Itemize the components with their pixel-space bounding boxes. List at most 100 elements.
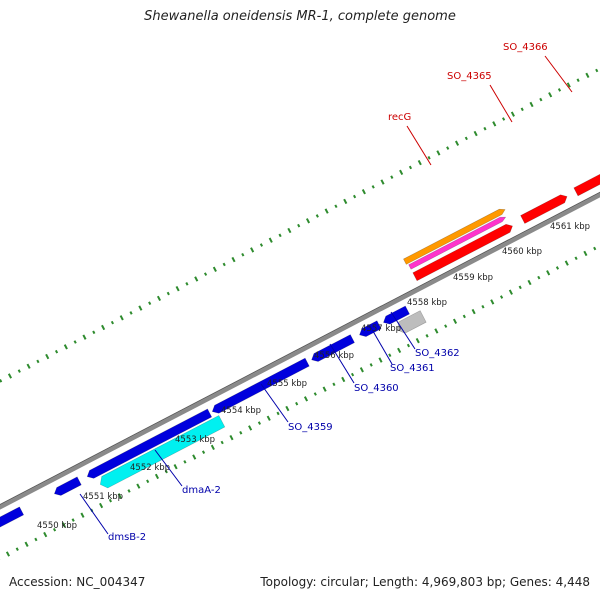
reverse-tick-mark <box>388 353 392 358</box>
gene-arrow-reverse <box>0 506 25 528</box>
forward-tick-mark <box>557 88 562 92</box>
gene-label-leader-line <box>406 125 432 166</box>
scale-label-kbp: 4559 kbp <box>453 273 493 283</box>
reverse-tick-mark <box>546 270 551 276</box>
gene-arrow-reverse <box>383 305 410 325</box>
forward-tick-mark <box>566 82 571 88</box>
reverse-tick-mark <box>378 357 383 363</box>
forward-tick-mark <box>166 291 170 296</box>
reverse-tick-mark <box>406 343 411 348</box>
forward-tick-mark <box>446 146 450 150</box>
scale-label-kbp: 4551 kbp <box>83 492 123 502</box>
reverse-tick-mark <box>15 547 19 551</box>
forward-tick-mark <box>119 315 124 321</box>
reverse-tick-mark <box>313 392 317 396</box>
reverse-tick-mark <box>490 299 495 305</box>
reverse-tick-mark <box>332 382 336 387</box>
forward-tick-mark <box>492 121 497 127</box>
reverse-tick-mark <box>471 308 476 315</box>
forward-tick-mark <box>82 334 87 340</box>
forward-tick-mark <box>595 68 599 73</box>
forward-tick-mark <box>502 117 506 121</box>
reverse-tick-mark <box>527 279 532 286</box>
gene-label: SO_4359 <box>288 422 333 433</box>
reverse-tick-mark <box>220 440 224 445</box>
forward-tick-mark <box>297 223 301 228</box>
reverse-tick-mark <box>397 347 402 354</box>
forward-tick-mark <box>222 262 226 267</box>
reverse-tick-mark <box>136 483 141 489</box>
forward-tick-mark <box>510 111 515 117</box>
forward-tick-mark <box>576 78 580 82</box>
forward-tick-mark <box>380 179 385 185</box>
reverse-tick-mark <box>462 314 466 319</box>
forward-tick-mark <box>203 272 208 276</box>
forward-tick-mark <box>464 136 468 141</box>
forward-tick-mark <box>548 92 553 98</box>
gene-arrow-reverse-gray <box>397 310 427 334</box>
scale-label-kbp: 4554 kbp <box>221 406 261 416</box>
forward-tick-mark <box>231 256 236 263</box>
forward-tick-mark <box>175 286 180 292</box>
reverse-tick-mark <box>239 430 243 435</box>
reverse-tick-mark <box>481 304 485 309</box>
forward-tick-mark <box>436 150 441 156</box>
forward-tick-mark <box>334 204 338 209</box>
reverse-tick-mark <box>295 401 299 406</box>
reverse-tick-mark <box>229 434 234 441</box>
reverse-tick-mark <box>452 318 458 324</box>
reverse-tick-mark <box>434 328 439 334</box>
forward-tick-mark <box>408 165 413 170</box>
forward-tick-mark <box>129 311 133 315</box>
gene-label-leader-line <box>260 383 289 423</box>
scale-label-kbp: 4555 kbp <box>267 379 307 389</box>
gene-label: SO_4360 <box>354 383 399 394</box>
forward-tick-mark <box>194 276 199 282</box>
forward-tick-mark <box>417 159 422 166</box>
reverse-tick-mark <box>574 256 578 261</box>
reverse-tick-mark <box>5 551 11 557</box>
backbone-edge <box>0 191 600 506</box>
gene-label-leader-line <box>79 493 109 535</box>
reverse-tick-mark <box>350 372 355 377</box>
forward-tick-mark <box>0 379 3 383</box>
forward-tick-mark <box>26 363 31 369</box>
forward-tick-mark <box>7 373 13 379</box>
forward-tick-mark <box>390 175 394 179</box>
scale-label-kbp: 4556 kbp <box>314 351 354 361</box>
gene-label-leader-line <box>154 449 183 487</box>
gene-arrow-forward <box>520 194 568 224</box>
gene-arrow-reverse <box>53 476 82 496</box>
reverse-tick-mark <box>43 531 48 538</box>
forward-tick-mark <box>101 324 106 331</box>
reverse-tick-mark <box>183 460 187 464</box>
reverse-tick-mark <box>415 337 420 344</box>
forward-tick-mark <box>529 101 534 108</box>
gene-arrow-reverse <box>86 408 213 479</box>
forward-tick-mark <box>427 155 431 160</box>
forward-tick-mark <box>250 247 255 253</box>
reverse-tick-mark <box>555 266 560 270</box>
reverse-tick-mark <box>425 334 429 338</box>
reverse-tick-mark <box>444 324 448 328</box>
reverse-tick-mark <box>583 250 588 257</box>
forward-tick-mark <box>454 140 460 146</box>
reverse-tick-mark <box>108 498 112 503</box>
forward-tick-mark <box>45 353 50 360</box>
forward-tick-mark <box>73 340 77 344</box>
reverse-tick-mark <box>537 275 541 280</box>
reverse-tick-mark <box>518 285 522 290</box>
reverse-tick-mark <box>201 450 206 454</box>
reverse-tick-mark <box>257 421 262 425</box>
map-title: Shewanella oneidensis MR-1, complete gen… <box>144 9 456 24</box>
reverse-tick-mark <box>154 473 160 480</box>
forward-tick-mark <box>305 218 311 224</box>
gene-label-leader-line <box>329 343 355 384</box>
forward-tick-mark <box>483 126 487 131</box>
gene-label: SO_4361 <box>390 363 435 374</box>
reverse-tick-mark <box>285 405 290 412</box>
gene-arrow-reverse <box>211 357 310 414</box>
forward-tick-mark <box>371 185 375 189</box>
